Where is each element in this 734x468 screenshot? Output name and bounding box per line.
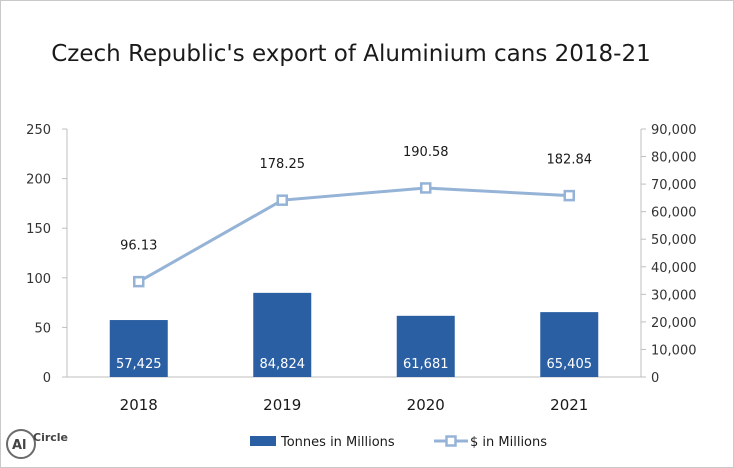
legend: Tonnes in Millions $ in Millions (250, 435, 547, 450)
bar-2019 (253, 292, 312, 377)
bar-series (109, 292, 599, 377)
right-tick-label: 30,000 (651, 288, 697, 303)
logo-al: Al (12, 438, 27, 453)
axes: 0 50 100 150 200 250 0 10,000 20,000 30,000 40,000… (26, 123, 696, 414)
data-labels: 57,425 84,824 61,681 65,405 96.13 178.25 190.5… (116, 145, 592, 372)
line-marker-2019 (276, 194, 288, 206)
right-tick-label: 90,000 (651, 123, 697, 138)
x-tick-label: 2019 (263, 396, 301, 414)
right-tick-label: 50,000 (651, 233, 697, 248)
x-tick-label: 2020 (407, 396, 445, 414)
legend-bar-label: Tonnes in Millions (280, 435, 395, 450)
legend-bar-swatch (250, 436, 276, 446)
line-value-label: 96.13 (120, 239, 157, 254)
line-value-label: 178.25 (260, 157, 306, 172)
line-marker-2020 (420, 182, 432, 194)
line-value-label: 190.58 (403, 145, 449, 160)
bar-2021 (540, 312, 599, 377)
logo-circle-word: Circle (33, 431, 68, 444)
chart-title: Czech Republic's export of Aluminium can… (51, 41, 651, 67)
bar-value-label: 61,681 (403, 357, 449, 372)
right-tick-label: 70,000 (651, 178, 697, 193)
bar-value-label: 65,405 (547, 357, 593, 372)
bar-2020 (396, 315, 455, 377)
bar-value-label: 57,425 (116, 357, 162, 372)
legend-line-label: $ in Millions (470, 435, 547, 450)
bar-2018 (109, 320, 168, 377)
right-tick-label: 0 (651, 371, 659, 386)
right-tick-label: 40,000 (651, 261, 697, 276)
bar-value-label: 84,824 (260, 357, 306, 372)
left-tick-label: 250 (26, 123, 51, 138)
line-marker-2021 (563, 189, 575, 202)
line-series (133, 182, 575, 288)
left-tick-label: 100 (26, 272, 51, 287)
alcircle-logo: Al Circle (6, 429, 68, 459)
legend-line-marker (445, 435, 457, 447)
line-value-label: 182.84 (547, 153, 593, 168)
left-tick-label: 150 (26, 222, 51, 237)
right-tick-label: 10,000 (651, 343, 697, 358)
x-tick-label: 2021 (550, 396, 588, 414)
line-path (138, 186, 570, 283)
left-tick-label: 50 (34, 321, 51, 336)
right-tick-label: 80,000 (651, 151, 697, 166)
line-marker-2018 (133, 275, 145, 288)
left-tick-label: 0 (43, 371, 51, 386)
x-tick-label: 2018 (120, 396, 158, 414)
left-tick-label: 200 (26, 173, 51, 188)
right-tick-label: 60,000 (651, 206, 697, 221)
right-tick-label: 20,000 (651, 316, 697, 331)
logo-circle (6, 429, 36, 459)
